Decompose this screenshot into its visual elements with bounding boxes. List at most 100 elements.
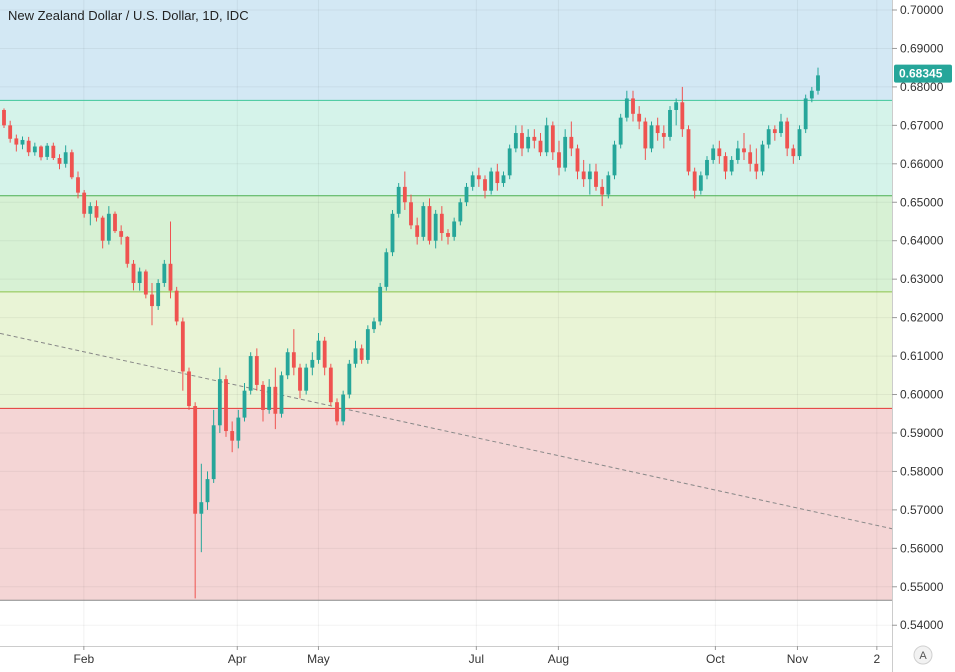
candle-body	[125, 236, 130, 264]
candle-body	[106, 213, 111, 241]
candle-body	[402, 186, 407, 203]
price-axis-bg	[892, 0, 955, 672]
candle-body	[686, 129, 691, 172]
auto-scale-circle[interactable]	[913, 645, 933, 665]
candle-body	[378, 286, 383, 322]
candle-body	[211, 425, 216, 480]
candle-body	[538, 140, 543, 153]
candle-body	[304, 367, 309, 391]
candle-body	[236, 417, 241, 441]
price-axis[interactable]: 0.70000 0.69000 0.68000 0.67000 0.66000 0.650…	[892, 0, 955, 672]
candle-body	[57, 158, 62, 164]
candle-body	[82, 192, 87, 214]
candle-body	[390, 213, 395, 253]
candle-body	[316, 340, 321, 360]
candle-body	[674, 102, 679, 110]
candle-body	[550, 125, 555, 153]
candle-body	[372, 321, 376, 330]
candle-body	[563, 136, 568, 168]
last-price-tag[interactable]	[894, 64, 952, 83]
time-tick-label: 2	[873, 652, 880, 666]
candle-body	[217, 379, 222, 426]
candle-body	[267, 386, 272, 410]
candle-body	[458, 202, 463, 222]
candle-body	[439, 213, 444, 234]
candle-body	[507, 148, 512, 176]
candle-body	[698, 175, 703, 191]
candle-body	[557, 152, 561, 168]
candle-body	[446, 233, 450, 237]
candle-body	[76, 177, 80, 193]
candle-body	[261, 384, 265, 410]
price-tick-label: 0.58000	[900, 464, 944, 478]
candle-body	[298, 367, 302, 391]
candle-body	[359, 348, 364, 360]
candle-body	[575, 148, 580, 172]
candle-body	[760, 144, 765, 172]
candle-body	[612, 144, 617, 176]
last-price-label: 0.68345	[899, 67, 943, 81]
time-axis[interactable]: Feb Apr May Jul Aug Oct Nov 2	[0, 646, 892, 672]
candle-body	[137, 271, 142, 284]
candle-body	[187, 371, 191, 407]
candle-body	[495, 171, 500, 184]
candle-body	[427, 206, 432, 241]
candle-body	[174, 290, 179, 322]
candle-body	[409, 202, 413, 226]
fib-zone	[0, 195, 892, 292]
candle-body	[668, 109, 672, 137]
candle-body	[248, 356, 253, 391]
candle-body	[193, 406, 198, 514]
candle-body	[711, 148, 716, 160]
candle-body	[680, 102, 685, 130]
price-tick-label: 0.61000	[900, 349, 944, 363]
time-tick-label: May	[307, 652, 330, 666]
candles-group	[2, 67, 820, 599]
candle-body	[365, 329, 370, 360]
candle-body	[341, 394, 346, 422]
price-tick-label: 0.66000	[900, 157, 944, 171]
candle-body	[45, 145, 50, 157]
candle-body	[384, 252, 389, 287]
price-tick-label: 0.69000	[900, 41, 944, 55]
candle-body	[655, 125, 660, 134]
candle-body	[649, 125, 654, 149]
candle-body	[797, 129, 802, 157]
auto-scale-label[interactable]: A	[919, 650, 927, 662]
time-axis-bg	[0, 646, 892, 672]
candle-body	[803, 98, 808, 130]
fib-zone	[0, 408, 892, 601]
candle-body	[483, 179, 487, 191]
candle-body	[224, 379, 228, 432]
candle-body	[279, 375, 284, 414]
time-tick-label: Feb	[74, 652, 95, 666]
trendline	[0, 332, 893, 530]
auto-scale-button[interactable]: A	[913, 645, 933, 665]
grid-lines	[0, 0, 892, 646]
chart-title: New Zealand Dollar / U.S. Dollar, 1D, ID…	[8, 8, 249, 23]
candle-body	[421, 206, 426, 237]
trendline-group	[0, 332, 893, 530]
candle-body	[643, 121, 648, 149]
candle-body	[742, 148, 746, 153]
price-tick-label: 0.57000	[900, 503, 944, 517]
candle-body	[618, 117, 623, 145]
candle-body	[131, 263, 136, 284]
candle-body	[162, 263, 167, 284]
candle-body	[156, 283, 161, 307]
candle-body	[513, 133, 518, 149]
price-tick-label: 0.55000	[900, 580, 944, 594]
price-tick-label: 0.62000	[900, 311, 944, 325]
candle-body	[816, 75, 820, 91]
candle-body	[113, 213, 117, 232]
candle-body	[526, 136, 531, 149]
candle-body	[94, 206, 99, 218]
candle-body	[569, 136, 574, 149]
candle-body	[396, 186, 401, 214]
candle-body	[335, 402, 339, 422]
candle-body	[723, 156, 728, 172]
candle-body	[637, 113, 642, 122]
candle-body	[544, 125, 549, 153]
